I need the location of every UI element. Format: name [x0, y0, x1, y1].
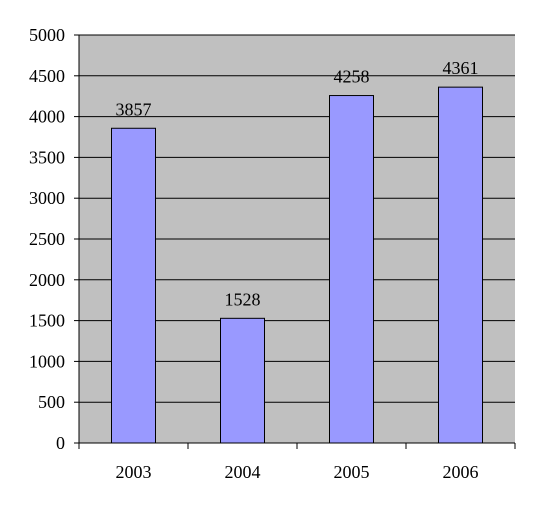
bar-2005: [329, 95, 374, 444]
bar-2004: [220, 317, 265, 444]
bar-2006: [438, 86, 483, 444]
x-category-label: 2003: [116, 462, 152, 482]
bar-2003: [111, 127, 156, 444]
y-tick-label: 5000: [29, 25, 65, 45]
y-tick-label: 3000: [29, 188, 65, 208]
x-category-label: 2006: [443, 462, 479, 482]
axes: [74, 34, 516, 449]
data-label-2004: 1528: [225, 289, 261, 309]
y-tick-label: 2000: [29, 270, 65, 290]
bars: [111, 86, 483, 444]
y-tick-label: 2500: [29, 229, 65, 249]
y-tick-label: 4000: [29, 107, 65, 127]
y-tick-label: 500: [38, 392, 65, 412]
y-tick-label: 3500: [29, 147, 65, 167]
data-label-2003: 3857: [116, 99, 152, 119]
y-tick-label: 1500: [29, 311, 65, 331]
x-category-label: 2004: [225, 462, 261, 482]
y-tick-label: 0: [56, 433, 65, 453]
labels: 0 500 1000 1500 2000 2500 3000 3500 4000 4500 5000…: [29, 25, 479, 482]
data-label-2005: 4258: [334, 67, 370, 87]
data-label-2006: 4361: [443, 58, 479, 78]
x-category-label: 2005: [334, 462, 370, 482]
y-tick-label: 4500: [29, 66, 65, 86]
y-tick-label: 1000: [29, 351, 65, 371]
